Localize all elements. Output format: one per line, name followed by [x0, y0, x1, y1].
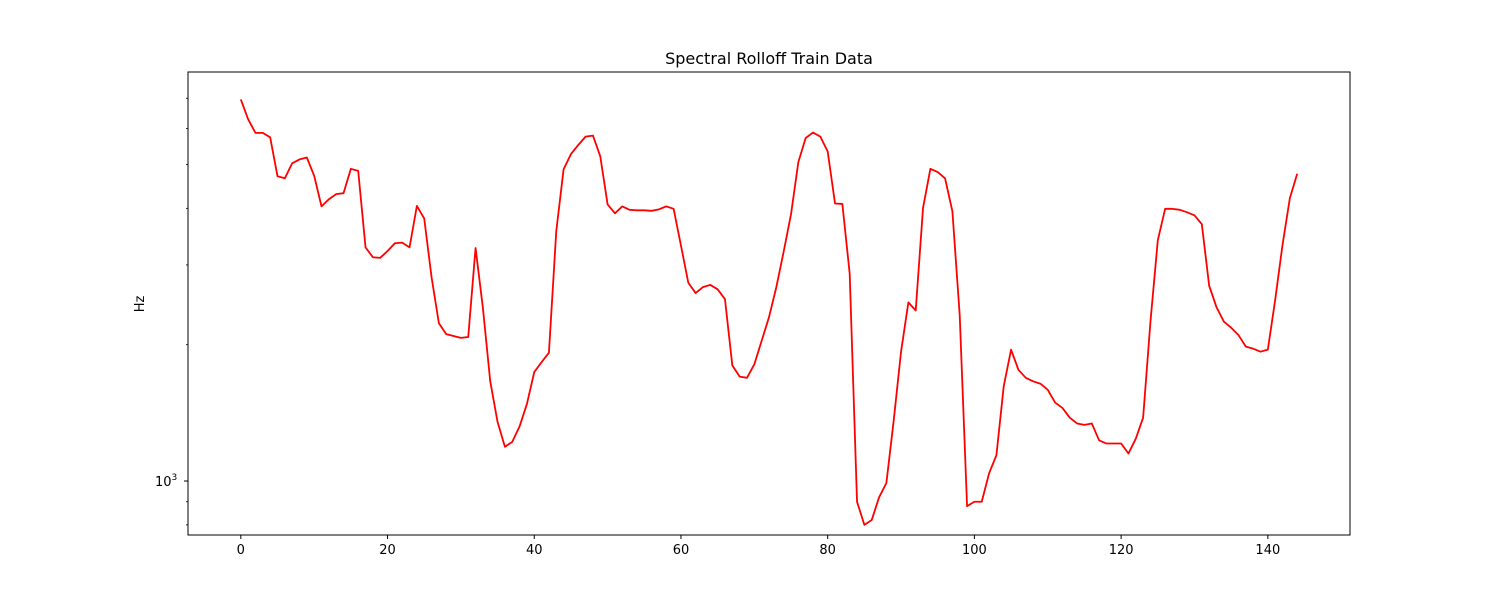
x-tick-label: 100 [962, 543, 987, 558]
x-tick-label: 60 [673, 543, 690, 558]
y-tick-label: 103 [155, 473, 177, 490]
y-axis-label: Hz [133, 296, 148, 313]
x-tick-label: 0 [237, 543, 245, 558]
chart-title: Spectral Rolloff Train Data [665, 49, 873, 68]
x-tick-label: 40 [526, 543, 543, 558]
axes-frame [187, 71, 1351, 536]
x-tick-label: 80 [819, 543, 836, 558]
plot-area [239, 99, 1299, 526]
x-tick-label: 140 [1255, 543, 1280, 558]
x-tick-label: 120 [1109, 543, 1134, 558]
tick-layer: 0 20 40 60 80 100 120 140 103 [155, 97, 1280, 558]
x-tick-label: 20 [379, 543, 396, 558]
series-line-0 [239, 99, 1299, 526]
